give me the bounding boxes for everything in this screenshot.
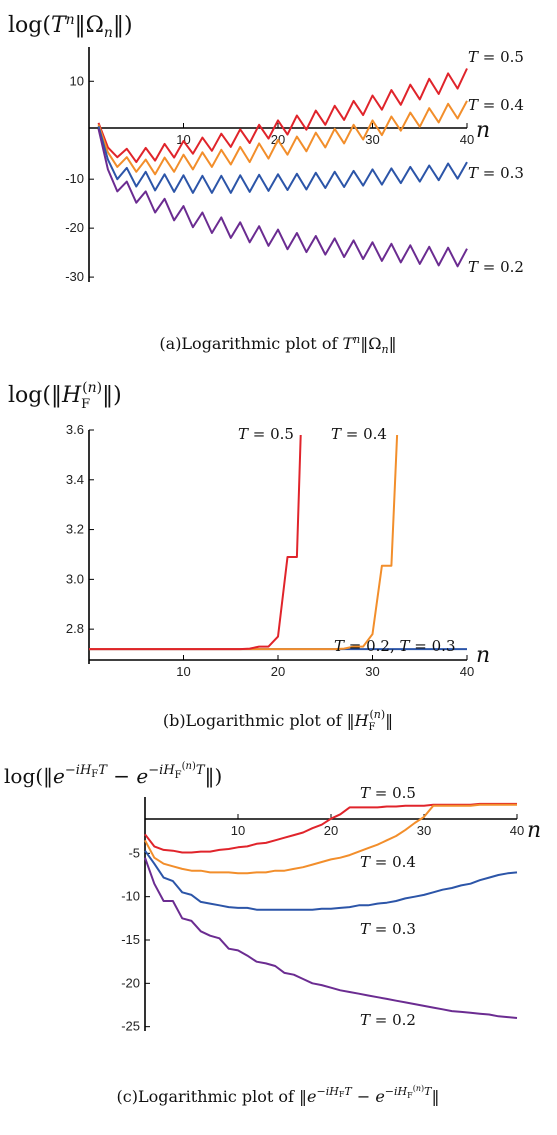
x-tick-label: 40 [460,664,474,679]
x-tick-label: 30 [365,664,379,679]
y-tick-label: 3.2 [66,522,84,537]
y-tick-label: -25 [121,1019,140,1034]
panel-a-y-ticks: 10 -10 -20 -30 [65,73,94,284]
y-tick-label: -15 [121,932,140,947]
panel-a-xlabel: n [476,118,490,143]
panel-a-ylabel: log(Tn‖Ωn‖) [8,12,133,41]
y-tick-label: -20 [121,975,140,990]
x-tick-label: 30 [417,823,431,838]
series-line-T03 [144,850,518,911]
panel-b-label-t02-t03: T = 0.2, T = 0.3 [334,637,456,655]
x-tick-label: 10 [176,132,190,147]
panel-b-label-t05: T = 0.5 [238,425,294,443]
series-line-T02 [144,857,518,1019]
y-tick-label: 3.4 [66,472,84,487]
panel-a-label-t02: T = 0.2 [468,258,524,276]
panel-c-caption: (c)Logarithmic plot of ‖e−iHFT − e−iHF(n… [117,1084,440,1106]
x-tick-label: 20 [324,823,338,838]
panel-a: log(Tn‖Ωn‖) 10 20 30 40 10-10-20-30 n T = 0… [8,12,524,356]
panel-a-label-t03: T = 0.3 [468,164,524,182]
panel-c-ylabel: log(‖e−iHFT − e−iHF(n)T‖) [4,761,222,789]
panel-c-label-t03: T = 0.3 [360,920,416,938]
panel-b: log(‖HF(n)‖) 10 20 30 40 2.83.03.23.43.6 n … [8,380,490,733]
series-line-T04 [97,100,468,176]
y-tick-label: -10 [121,889,140,904]
panel-c-label-t04: T = 0.4 [360,853,416,871]
x-tick-label: 20 [271,664,285,679]
panel-b-x-ticks: 10 20 30 40 [176,655,474,679]
y-tick-label: -30 [65,269,84,284]
series-line-T02 [97,128,468,268]
y-tick-label: -10 [65,171,84,186]
series-line-T05 [89,434,302,651]
panel-a-series [97,68,468,268]
x-tick-label: 40 [460,132,474,147]
series-line-T04 [144,803,517,875]
panel-b-label-t04: T = 0.4 [331,425,387,443]
panel-a-label-t05: T = 0.5 [468,48,524,66]
x-tick-label: 10 [231,823,245,838]
panel-c-y-ticks: -5 -10 -15 -20 -25 [121,845,150,1034]
panel-b-xlabel: n [476,643,490,668]
panel-a-label-t04: T = 0.4 [468,96,524,114]
panel-c-label-t05: T = 0.5 [360,784,416,802]
panel-b-y-ticks: 2.8 3.0 3.2 3.4 3.6 [66,422,94,636]
y-tick-label: 10 [70,73,84,88]
panel-b-ylabel: log(‖HF(n)‖) [8,380,122,412]
y-tick-label: -5 [128,845,140,860]
y-tick-label: 2.8 [66,621,84,636]
series-line-T03 [97,126,468,194]
panel-c-x-ticks: 10 20 30 40 [231,814,524,838]
y-tick-label: 3.0 [66,571,84,586]
panel-b-caption: (b)Logarithmic plot of ‖HF(n)‖ [163,708,393,733]
y-tick-label: 3.6 [66,422,84,437]
y-tick-label: -20 [65,220,84,235]
panel-a-x-ticks: 10 20 30 40 [176,123,474,147]
panel-c-series [144,802,518,1019]
panel-b-series [89,434,467,651]
series-line-T05 [97,68,468,164]
panel-a-caption: (a)Logarithmic plot of Tn‖Ωn‖ [159,333,396,356]
panel-c-xlabel: n [527,818,541,843]
panel-c-label-t02: T = 0.2 [360,1011,416,1029]
panel-c: log(‖e−iHFT − e−iHF(n)T‖) 10 20 30 40 -5 -10… [4,761,541,1106]
x-tick-label: 10 [176,664,190,679]
x-tick-label: 40 [510,823,524,838]
x-tick-label: 30 [365,132,379,147]
series-line-T04 [89,434,399,651]
